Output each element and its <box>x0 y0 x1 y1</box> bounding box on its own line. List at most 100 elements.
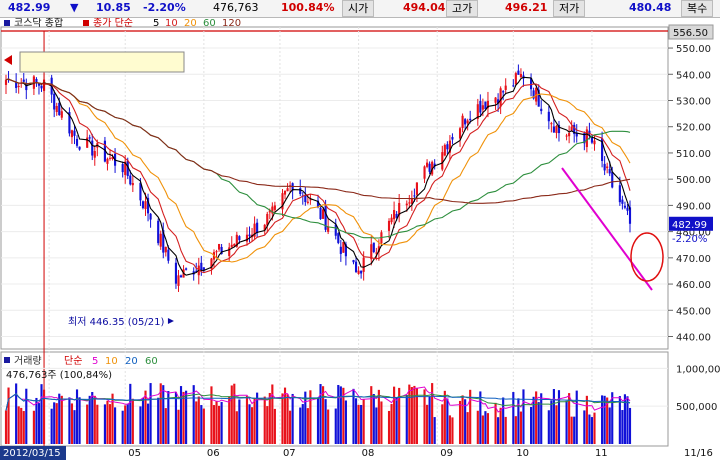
candle-body <box>70 130 74 138</box>
quote-bar: 482.99 ▼ 10.85 -2.20% 476,763 100.84% 시가… <box>0 0 720 18</box>
volume-bar <box>73 410 76 444</box>
candle-body <box>466 120 469 124</box>
volume-bar <box>4 410 8 444</box>
volume-bar <box>20 407 23 444</box>
volume-bar <box>398 387 401 444</box>
volume-bar <box>126 403 129 444</box>
candle-body <box>555 125 558 133</box>
volume-bar <box>256 392 259 444</box>
candle-body <box>398 203 401 216</box>
volume-bar <box>514 416 517 444</box>
candle-body <box>35 79 38 83</box>
volume-bar <box>377 389 380 444</box>
candle-body <box>570 126 573 131</box>
volume-bar <box>238 399 241 444</box>
candle-body <box>141 201 145 209</box>
candle-body <box>319 207 322 220</box>
trend-line <box>561 167 653 291</box>
volume-bar <box>159 383 162 444</box>
candle-body <box>309 199 312 201</box>
candle-body <box>281 193 284 210</box>
volume-bar <box>494 402 497 444</box>
volume-bar <box>354 398 358 444</box>
ma-legend-10: 10 <box>165 18 178 29</box>
volume-bar <box>461 395 464 444</box>
volume-bar <box>522 389 525 444</box>
vol-legend-20: 20 <box>125 356 138 367</box>
volume-bar <box>393 386 396 444</box>
candle-body <box>588 130 591 135</box>
volume-bar <box>139 406 142 444</box>
candle-body <box>601 138 604 161</box>
y-tick-label: 480.00 <box>676 228 711 239</box>
volume-bar <box>339 386 342 444</box>
volume-bar <box>370 386 373 444</box>
ma10-line <box>5 78 631 274</box>
open-label: 시가 <box>342 0 375 17</box>
candle-body <box>17 85 20 87</box>
candle-body <box>103 140 106 162</box>
candle-body <box>441 152 444 170</box>
candle-body <box>248 234 251 237</box>
volume-bar <box>547 410 550 444</box>
volume-bar <box>573 416 576 444</box>
volume-bar <box>291 393 294 444</box>
candle-body <box>481 105 484 110</box>
candle-body <box>159 233 162 247</box>
ma-legend-label: 종가 단순 <box>93 18 133 29</box>
volume-bar <box>608 407 611 444</box>
y-tick-label: 460.00 <box>676 280 711 291</box>
y-tick-label: 550.00 <box>676 44 711 55</box>
volume-bar <box>352 388 355 444</box>
volume-bar <box>426 404 429 444</box>
volume-bar <box>250 407 254 444</box>
ma-legend-5: 5 <box>153 18 159 29</box>
date-label: 08 <box>362 448 375 459</box>
volume-bar <box>42 389 46 444</box>
volume-bar <box>626 396 629 444</box>
volume-bar <box>157 397 160 444</box>
mode-button[interactable]: 복수 <box>681 0 714 17</box>
volume-bar <box>344 400 347 444</box>
volume-bar <box>37 403 41 444</box>
volume-bar <box>458 400 462 444</box>
legend-square-icon <box>4 20 10 26</box>
volume-bar <box>248 404 251 444</box>
volume-bar <box>405 395 408 444</box>
candle-body <box>245 234 249 242</box>
candle-body <box>230 244 233 248</box>
y-tick-label: 440.00 <box>676 333 711 344</box>
volume-bar <box>32 410 35 444</box>
volume-bar <box>289 410 292 444</box>
volume-bar <box>268 392 271 444</box>
change-percent: -2.20% <box>143 1 186 14</box>
volume-bar <box>555 405 558 444</box>
candle-body <box>628 207 632 224</box>
candle-body <box>324 205 327 230</box>
candle-body <box>461 115 464 128</box>
volume-bar <box>481 415 484 444</box>
volume-bar <box>464 399 467 444</box>
volume-bar <box>565 400 568 444</box>
candle-body <box>37 83 41 86</box>
candle-body <box>253 223 256 237</box>
candle-body <box>273 205 276 210</box>
low-value: 480.48 <box>629 1 672 14</box>
volume-bar <box>271 384 274 444</box>
volume-bar <box>233 383 236 444</box>
hline-label: 556.50 <box>673 28 708 39</box>
volume-bar <box>408 384 411 444</box>
candle-body <box>78 146 81 150</box>
candle-body <box>327 226 330 232</box>
candle-body <box>334 224 337 236</box>
candle-body <box>202 267 205 270</box>
volume-bar <box>502 397 505 444</box>
candle-body <box>322 209 325 219</box>
volume-bar <box>215 401 218 444</box>
candle-body <box>139 182 142 201</box>
volume-bar <box>91 392 94 444</box>
volume-bar <box>210 386 213 444</box>
date-label: 05 <box>128 448 141 459</box>
price-panel <box>0 26 669 350</box>
candle-body <box>344 244 347 257</box>
